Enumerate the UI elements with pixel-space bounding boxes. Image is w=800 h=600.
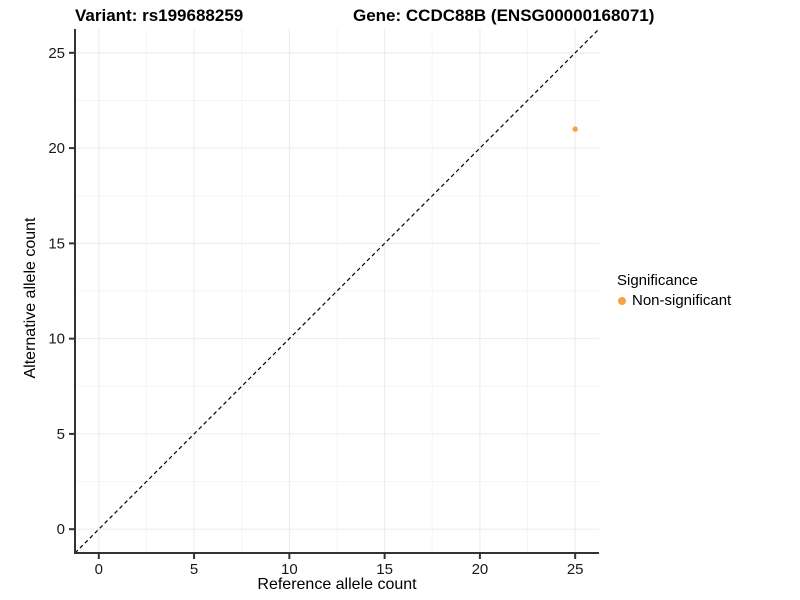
data-point — [572, 126, 578, 132]
x-tick-label: 20 — [472, 561, 489, 578]
identity-reference-line — [74, 28, 600, 554]
plot-title-variant: Variant: rs199688259 — [75, 6, 244, 25]
y-tick-label: 25 — [48, 45, 65, 62]
legend: Significance Non-significant — [617, 271, 731, 311]
x-tick-label: 15 — [376, 561, 393, 578]
y-tick-label: 5 — [57, 426, 65, 443]
x-tick-label: 25 — [567, 561, 584, 578]
y-tick-label: 20 — [48, 140, 65, 157]
x-axis-title: Reference allele count — [257, 576, 417, 593]
plot-title-gene: Gene: CCDC88B (ENSG00000168071) — [353, 6, 655, 25]
y-tick-label: 0 — [57, 521, 65, 538]
legend-item-label: Non-significant — [632, 292, 732, 309]
x-tick-label: 0 — [95, 561, 103, 578]
y-tick-label: 15 — [48, 235, 65, 252]
legend-title: Significance — [617, 272, 698, 289]
legend-item-non-significant: Non-significant — [617, 291, 731, 311]
legend-dot-icon — [618, 297, 626, 305]
x-tick-label: 5 — [190, 561, 198, 578]
y-tick-label: 10 — [48, 331, 65, 348]
y-axis-title: Alternative allele count — [22, 217, 39, 379]
x-tick-label: 10 — [281, 561, 298, 578]
